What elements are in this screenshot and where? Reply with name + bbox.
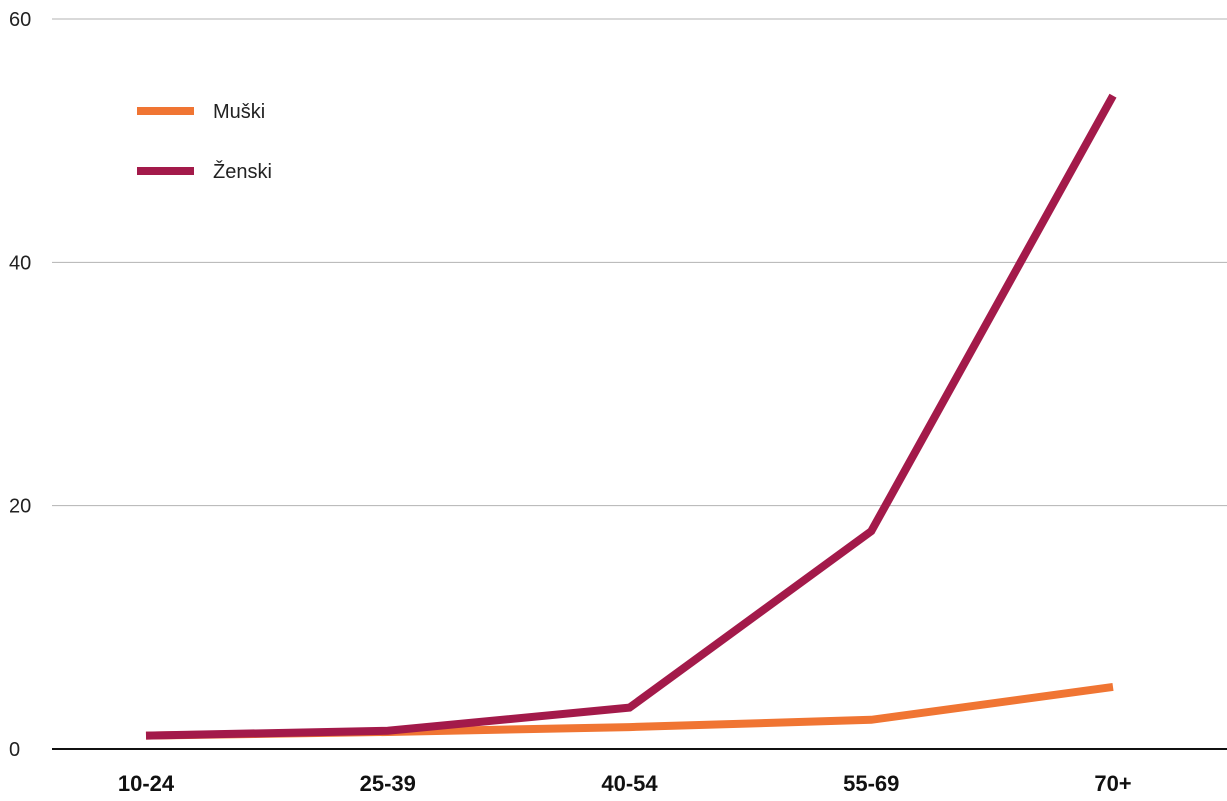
y-tick-label: 0 — [9, 739, 20, 761]
y-tick-label: 60 — [9, 9, 31, 31]
y-tick-label: 20 — [9, 496, 31, 518]
y-axis-ticks: 0 20 40 60 — [9, 9, 31, 761]
x-tick-label: 10-24 — [118, 771, 175, 796]
x-tick-label: 70+ — [1094, 771, 1131, 796]
gridlines — [52, 18, 1227, 507]
legend-label: Muški — [213, 101, 265, 123]
series-line-2 — [145, 93, 1117, 740]
x-tick-label: 40-54 — [601, 771, 658, 796]
series-lines — [145, 93, 1117, 740]
legend-label: Ženski — [213, 160, 272, 183]
x-tick-label: 55-69 — [843, 771, 899, 796]
x-tick-label: 25-39 — [360, 771, 416, 796]
y-tick-label: 40 — [9, 252, 31, 274]
legend: Muški Ženski — [137, 101, 272, 183]
x-axis-ticks: 10-24 25-39 40-54 55-69 70+ — [118, 771, 1132, 796]
